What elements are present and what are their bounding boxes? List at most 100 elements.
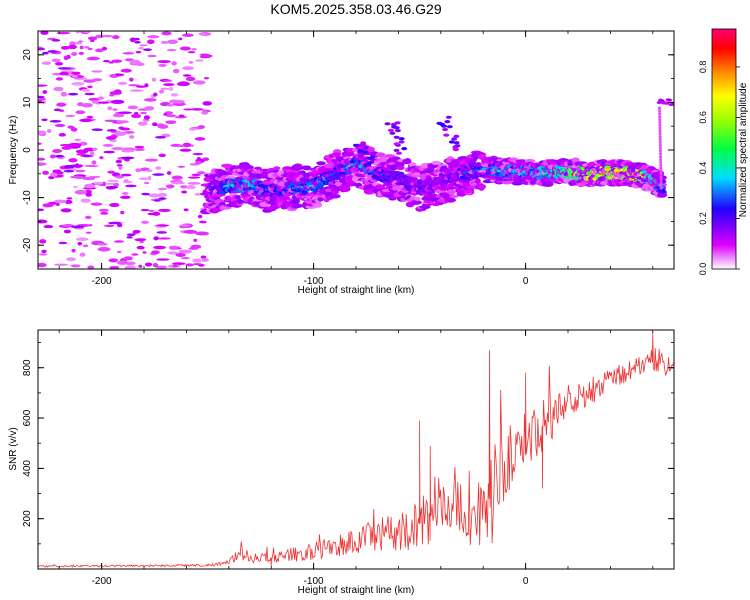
spectrogram-cell — [63, 169, 75, 173]
spectrogram-cell — [188, 61, 194, 64]
snr-x-tick-label: 0 — [523, 576, 529, 587]
spectrogram-cell — [277, 181, 287, 187]
spectrogram-cell — [106, 129, 117, 132]
spectrogram-cell — [101, 34, 114, 38]
spectrogram-cell — [102, 143, 114, 147]
spectrogram-cell — [109, 91, 122, 95]
spectrogram-cell — [160, 40, 169, 44]
spectrogram-cell — [182, 142, 192, 148]
spectrogram-cell — [38, 162, 47, 166]
spectrogram-cell — [38, 219, 48, 224]
spectrogram-cell — [362, 150, 369, 154]
spectrogram-cell — [157, 60, 171, 64]
spectrogram-cell — [115, 175, 125, 179]
colorbar-label: Normalized spectral amplitude — [738, 82, 749, 217]
spectrogram-cell — [366, 161, 373, 165]
spectrogram-cell — [92, 147, 98, 151]
spectrogram-cell — [200, 32, 206, 36]
spectrogram-cell — [202, 101, 212, 106]
spectrogram-cell — [74, 42, 83, 45]
spectrogram-cell — [38, 262, 47, 268]
spectrogram-cell — [78, 51, 85, 55]
spectrogram-cell — [120, 195, 131, 199]
spectrogram-cell — [182, 74, 192, 77]
spectrogram-cell — [114, 131, 127, 137]
spectrogram-cell — [74, 190, 87, 195]
spectrogram-cell — [179, 185, 189, 189]
spectrogram-cell — [135, 85, 147, 88]
spectrogram-cell — [449, 160, 460, 166]
snr-y-tick-label: 200 — [22, 510, 33, 527]
spectrogram-cell — [105, 186, 119, 189]
spectrogram-cell — [191, 173, 201, 177]
spectrogram-cell — [442, 183, 448, 188]
spectrogram-cell — [87, 265, 95, 269]
spectrogram-cell — [51, 39, 61, 42]
spectrogram-cell — [658, 137, 662, 142]
spectrogram-cell — [131, 253, 139, 256]
spectrogram-cell — [316, 161, 326, 166]
spectrogram-cell — [166, 39, 179, 45]
spectrogram-cell — [396, 165, 405, 170]
spectrogram-cell — [225, 175, 236, 180]
spectrogram-cell — [165, 114, 177, 118]
spectrogram-cell — [120, 210, 125, 215]
colorbar: 0.0 0.2 0.4 0.6 0.8 Normalized spectral ampl… — [698, 28, 749, 275]
spectrogram-cell — [107, 179, 119, 183]
spectrogram-ylabel: Frequency (Hz) — [8, 116, 19, 185]
spectrogram-cell — [84, 183, 96, 189]
spectrogram-cell — [192, 152, 204, 156]
spectrogram-cell — [175, 144, 185, 148]
spectrogram-cell — [67, 92, 79, 96]
spectrogram-cell — [147, 212, 157, 216]
spectrogram-xlabel: Height of straight line (km) — [298, 285, 415, 296]
spectrogram-cell — [123, 131, 135, 134]
spectrogram-cell — [66, 197, 73, 200]
spectrogram-cell — [113, 240, 125, 243]
spectrogram-cell — [359, 145, 366, 149]
spectrogram-cell — [139, 111, 148, 115]
spectrogram-cell — [394, 129, 401, 133]
spectrogram-cell — [201, 111, 209, 115]
spectrogram-cell — [182, 33, 194, 37]
spectrogram-cell — [360, 141, 367, 145]
spectrogram-cell — [182, 66, 195, 71]
snr-plot-area — [38, 330, 674, 569]
spectrogram-cell — [180, 257, 191, 260]
spectrogram-cell — [659, 157, 663, 162]
spectrogram-cell — [659, 163, 663, 167]
snr-xlabel: Height of straight line (km) — [298, 585, 415, 596]
spectrogram-cell — [191, 48, 197, 51]
spectrogram-cell — [197, 125, 205, 129]
snr-y-tick-label: 800 — [22, 359, 33, 376]
spectrogram-cell — [234, 195, 242, 200]
spectrogram-cell — [658, 106, 661, 110]
spectrogram-cell — [524, 158, 536, 164]
spectrogram-cell — [156, 224, 170, 227]
spectrogram-cell — [453, 134, 460, 138]
spectrogram-y-tick-label: 20 — [22, 49, 33, 61]
spectrogram-cell — [144, 158, 159, 162]
spectrogram-cell — [156, 231, 168, 234]
spectrogram-cell — [664, 101, 670, 105]
spectrogram-cell — [659, 183, 663, 187]
spectrogram-cell — [659, 169, 663, 173]
spectrogram-cell — [658, 123, 662, 127]
spectrogram-cell — [402, 158, 412, 165]
snr-x-tick-label: -200 — [92, 576, 112, 587]
spectrogram-cell — [194, 192, 202, 196]
snr-panel: -200 -100 0 200 400 600 800 Height of straigh… — [8, 329, 675, 596]
spectrogram-cell — [123, 257, 134, 261]
colorbar-ticks: 0.0 0.2 0.4 0.6 0.8 — [698, 61, 740, 275]
spectrogram-cell — [452, 146, 459, 150]
spectrogram-cell — [131, 113, 142, 119]
spectrogram-cell — [59, 71, 69, 76]
snr-y-ticks: 200 400 600 800 — [22, 342, 674, 545]
spectrogram-cell — [200, 255, 207, 259]
spectrogram-cell — [293, 163, 303, 170]
spectrogram-cell — [42, 203, 54, 208]
spectrogram-cell — [197, 171, 206, 175]
spectrogram-cell — [331, 152, 342, 156]
colorbar-tick-label: 0.6 — [698, 111, 708, 124]
